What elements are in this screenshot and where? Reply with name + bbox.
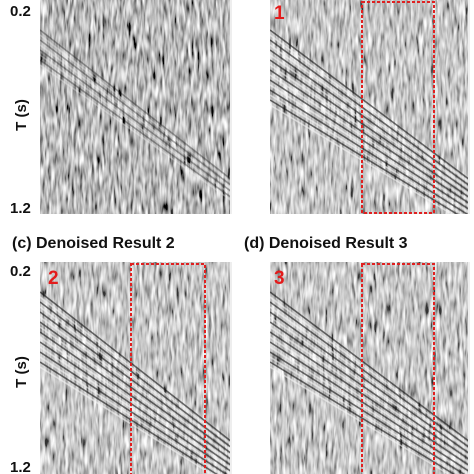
seismic-event bbox=[270, 69, 470, 205]
seismic-event bbox=[40, 366, 213, 474]
seismic-event bbox=[40, 341, 232, 473]
panel-noise bbox=[40, 0, 232, 214]
seismic-panel bbox=[40, 262, 232, 474]
marker: 3 bbox=[274, 268, 285, 289]
seismic-event bbox=[270, 64, 470, 202]
seismic-event bbox=[270, 89, 469, 214]
seismic-event bbox=[270, 99, 459, 214]
seismic-event bbox=[40, 291, 232, 443]
seismic-event bbox=[40, 351, 228, 474]
seismic-event bbox=[270, 296, 470, 446]
seismic-event bbox=[40, 311, 232, 455]
seismic-panel bbox=[40, 0, 232, 214]
seismic-event bbox=[270, 316, 470, 458]
marker: 2 bbox=[48, 268, 59, 289]
caption: (d) Denoised Result 3 bbox=[244, 235, 408, 252]
seismic-event bbox=[270, 301, 470, 449]
seismic-panel bbox=[270, 0, 470, 214]
seismic-event bbox=[40, 356, 223, 474]
y-axis-label: T (s) bbox=[13, 356, 30, 388]
seismic-event bbox=[270, 44, 470, 190]
seismic-event bbox=[40, 34, 232, 184]
seismic-event bbox=[40, 361, 218, 474]
seismic-event bbox=[270, 34, 470, 184]
y-bottom-label: 1.2 bbox=[10, 459, 31, 474]
seismic-event bbox=[270, 341, 470, 473]
seismic-event bbox=[40, 44, 232, 190]
seismic-event bbox=[40, 29, 232, 181]
seismic-event bbox=[40, 336, 232, 470]
highlight-box bbox=[130, 263, 206, 474]
seismic-event bbox=[40, 59, 232, 199]
seismic-panel bbox=[270, 262, 470, 474]
seismic-event bbox=[40, 296, 232, 446]
seismic-event bbox=[270, 306, 470, 452]
seismic-event bbox=[40, 326, 232, 464]
seismic-event bbox=[270, 351, 466, 474]
seismic-event bbox=[40, 306, 232, 452]
seismic-event bbox=[270, 39, 470, 187]
seismic-event bbox=[270, 311, 470, 455]
seismic-event bbox=[270, 361, 456, 474]
seismic-event bbox=[40, 54, 232, 196]
seismic-event bbox=[40, 321, 232, 461]
seismic-event bbox=[270, 29, 470, 181]
highlight-box bbox=[361, 263, 435, 474]
seismic-event bbox=[40, 316, 232, 458]
panels bbox=[40, 0, 470, 474]
seismic-event bbox=[270, 79, 470, 211]
seismic-event bbox=[270, 74, 470, 208]
seismic-event bbox=[40, 331, 232, 467]
seismic-event bbox=[270, 366, 450, 474]
marker: 1 bbox=[274, 3, 285, 24]
seismic-event bbox=[270, 291, 470, 443]
seismic-event bbox=[270, 59, 470, 199]
seismic-event bbox=[40, 346, 232, 474]
seismic-event bbox=[270, 326, 470, 464]
seismic-event bbox=[270, 346, 470, 474]
seismic-event bbox=[40, 49, 232, 193]
seismic-event bbox=[270, 356, 461, 474]
y-top-label: 0.2 bbox=[10, 3, 31, 20]
seismic-event bbox=[270, 104, 454, 214]
y-top-label: 0.2 bbox=[10, 263, 31, 280]
seismic-event bbox=[40, 64, 232, 202]
seismic-event bbox=[40, 301, 232, 449]
caption: (c) Denoised Result 2 bbox=[12, 235, 175, 252]
seismic-event bbox=[270, 321, 470, 461]
seismic-event bbox=[40, 39, 232, 187]
seismic-event bbox=[270, 331, 470, 467]
y-bottom-label: 1.2 bbox=[10, 200, 31, 217]
seismic-event bbox=[270, 54, 470, 196]
panel-noise bbox=[270, 0, 470, 214]
seismic-event bbox=[270, 84, 470, 214]
y-axis-label: T (s) bbox=[13, 99, 30, 131]
seismic-event bbox=[270, 49, 470, 193]
highlight-box bbox=[361, 1, 435, 214]
seismic-event bbox=[270, 336, 470, 470]
seismic-event bbox=[270, 94, 464, 214]
